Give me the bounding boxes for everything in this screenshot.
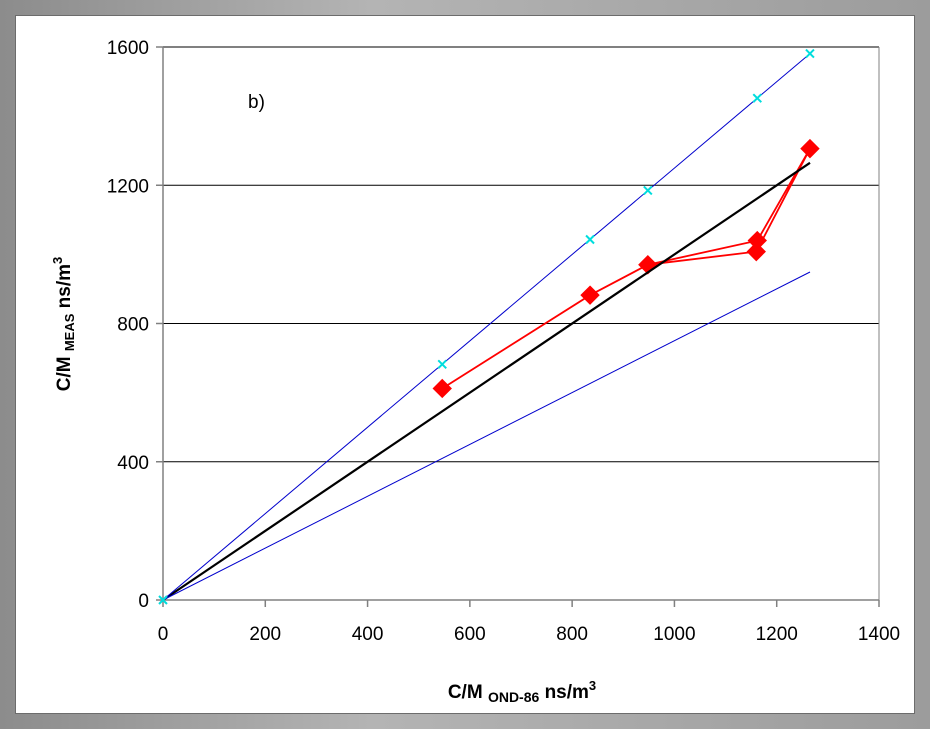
series-0-point-5 [800,138,820,159]
tick-labels: 0 200 400 600 800 1000 1200 1400 0 400 800 1200 1600 [107,38,900,645]
y-tick-label-800: 800 [117,315,149,336]
series-0-point-4 [747,230,767,251]
x-tick-label-1400: 1400 [858,624,900,645]
axes [156,46,880,607]
series-4-point-5 [805,48,815,59]
series-4-point-0 [158,595,168,605]
series-4-point-2 [585,234,595,245]
series-0-point-0 [432,378,452,399]
series-0-point-1 [580,285,600,305]
series-4-point-4 [752,93,762,103]
x-tick-label-0: 0 [158,624,169,645]
series-3-line [162,271,811,601]
x-tick-label-1000: 1000 [653,624,695,645]
data-series [158,48,820,605]
x-tick-label-400: 400 [352,624,384,645]
series-0-point-3 [746,241,766,262]
series-2-line [162,53,811,601]
x-tick-label-1200: 1200 [756,624,798,645]
y-tick-label-1200: 1200 [107,176,149,197]
annotation-label: b) [248,92,265,113]
x-tick-label-600: 600 [454,624,486,645]
series-1-line [162,161,811,601]
y-tick-label-1600: 1600 [107,38,149,59]
series-0-line [441,148,811,390]
x-tick-label-200: 200 [249,624,281,645]
series-4-point-1 [437,359,447,369]
gridlines [163,46,880,600]
x-tick-label-800: 800 [556,624,588,645]
y-tick-label-0: 0 [138,591,149,612]
axis-labels: b) C/M OND-86 ns/m3 C/M MEAS ns/m3 [50,92,596,705]
x-axis-label: C/M OND-86 ns/m3 [448,678,596,705]
series-4-point-3 [643,185,653,196]
y-axis-label: C/M MEAS ns/m3 [50,257,77,392]
series-0-point-2 [638,255,658,275]
y-tick-label-400: 400 [117,453,149,474]
